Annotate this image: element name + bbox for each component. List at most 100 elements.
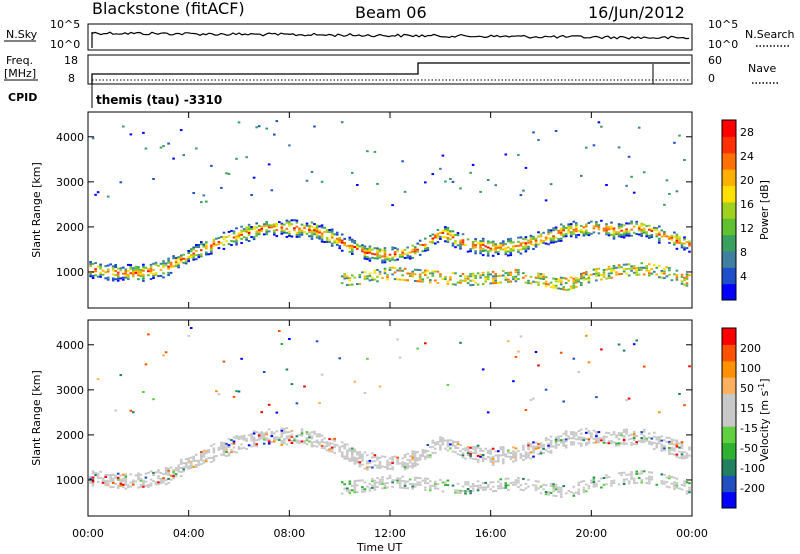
scatter-cell: [398, 278, 402, 281]
scatter-cell: [262, 438, 266, 441]
scatter-cell: [494, 282, 497, 284]
scatter-cell: [283, 438, 286, 441]
scatter-cell: [663, 445, 666, 448]
scatter-cell: [124, 483, 128, 486]
scatter-cell: [642, 430, 646, 433]
scatter-cell: [124, 481, 128, 484]
y-tick-label: 2000: [56, 221, 84, 234]
scatter-cell: [637, 472, 641, 475]
scatter-cell: [592, 441, 596, 444]
scatter-cell: [169, 474, 173, 477]
scatter-cell: [650, 272, 654, 275]
scatter-cell: [449, 447, 452, 450]
scatter-cell: [429, 241, 432, 243]
scatter-cell: [469, 452, 472, 455]
scatter-cell: [187, 457, 190, 460]
scatter-cell: [240, 231, 243, 234]
scatter-cell: [648, 224, 651, 227]
scatter-cell: [232, 236, 236, 239]
scatter-cell: [622, 439, 626, 441]
scatter-cell: [587, 442, 591, 445]
scatter-cell: [255, 126, 258, 129]
scatter-cell: [542, 240, 545, 242]
scatter-cell: [235, 435, 238, 438]
x-tick-label: 20:00: [575, 527, 607, 540]
scatter-cell: [491, 277, 495, 280]
scatter-cell: [157, 477, 160, 480]
scatter-cell: [592, 268, 596, 271]
scatter-cell: [308, 432, 311, 435]
scatter-cell: [257, 432, 261, 435]
scatter-cell: [542, 443, 545, 446]
scatter-cell: [622, 230, 626, 233]
scatter-cell: [499, 248, 503, 251]
scatter-cell: [670, 482, 674, 485]
scatter-cell: [663, 277, 666, 280]
scatter-cell: [320, 444, 324, 447]
scatter-cell: [134, 271, 138, 274]
scatter-cell: [303, 440, 306, 442]
scatter-cell: [434, 487, 437, 490]
scatter-cell: [486, 456, 490, 458]
scatter-cell: [675, 453, 679, 456]
power-scatter: [89, 120, 691, 291]
scatter-cell: [149, 478, 153, 481]
scatter-cell: [479, 276, 482, 279]
scatter-cell: [119, 374, 123, 377]
scatter-cell: [461, 243, 465, 246]
scatter-cell: [673, 447, 676, 450]
scatter-cell: [240, 233, 243, 236]
scatter-cell: [474, 238, 477, 241]
scatter-cell: [373, 257, 377, 260]
scatter-cell: [469, 450, 472, 453]
scatter-cell: [600, 437, 603, 440]
scatter-cell: [572, 284, 576, 287]
scatter-cell: [132, 479, 135, 482]
scatter-cell: [552, 239, 555, 242]
scatter-cell: [612, 237, 616, 240]
scatter-cell: [366, 466, 369, 469]
scatter-cell: [640, 479, 643, 482]
scatter-cell: [663, 231, 666, 233]
scatter-cell: [142, 485, 145, 488]
scatter-cell: [481, 454, 485, 456]
scatter-cell: [587, 276, 591, 279]
scatter-cell: [504, 482, 508, 485]
scatter-cell: [240, 237, 243, 240]
scatter-cell: [512, 456, 515, 459]
scatter-cell: [429, 281, 432, 284]
scatter-cell: [293, 437, 296, 440]
scatter-cell: [298, 235, 301, 238]
scatter-cell: [544, 285, 548, 288]
scatter-cell: [124, 473, 128, 476]
scatter-cell: [542, 242, 545, 244]
scatter-cell: [366, 252, 369, 254]
scatter-cell: [142, 279, 145, 282]
scatter-cell: [514, 479, 518, 482]
scatter-cell: [106, 482, 110, 485]
scatter-cell: [484, 447, 487, 450]
scatter-cell: [479, 453, 482, 456]
scatter-cell: [330, 244, 334, 247]
scatter-cell: [147, 486, 150, 489]
scatter-cell: [517, 481, 520, 484]
scatter-cell: [381, 249, 384, 252]
scatter-cell: [348, 238, 352, 241]
scatter-cell: [544, 199, 548, 202]
scatter-cell: [119, 484, 123, 487]
scatter-cell: [549, 445, 553, 448]
scatter-cell: [376, 247, 379, 250]
scatter-cell: [575, 491, 578, 494]
noise-right-label: N.Search: [745, 28, 795, 41]
scatter-cell: [109, 263, 112, 266]
scatter-cell: [607, 432, 611, 435]
colorbar-swatch: [722, 442, 736, 460]
scatter-cell: [663, 235, 666, 238]
scatter-cell: [549, 482, 553, 485]
scatter-cell: [391, 479, 394, 482]
scatter-cell: [529, 445, 533, 448]
scatter-cell: [549, 443, 553, 446]
scatter-cell: [210, 444, 213, 447]
scatter-cell: [99, 476, 102, 479]
scatter-cell: [517, 248, 520, 251]
